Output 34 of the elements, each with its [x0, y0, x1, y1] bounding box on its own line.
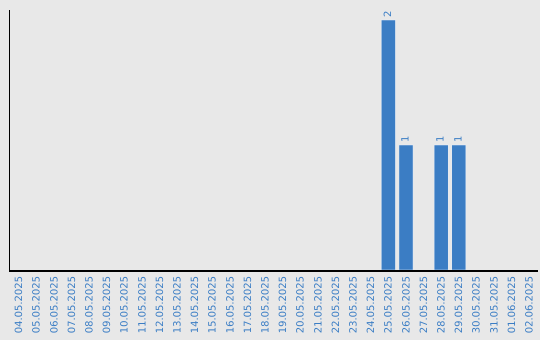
x-tick-label: 26.05.2025 — [401, 276, 412, 334]
x-tick-label: 27.05.2025 — [418, 276, 430, 334]
x-tick-label: 10.05.2025 — [120, 276, 131, 334]
x-tick-label: 04.05.2025 — [14, 276, 26, 334]
data-label: 1 — [400, 136, 412, 142]
x-tick-label: 24.05.2025 — [366, 276, 378, 334]
x-tick-label: 07.05.2025 — [66, 276, 78, 334]
x-tick-label: 01.06.2025 — [506, 276, 518, 334]
x-tick-label: 14.05.2025 — [190, 276, 202, 334]
data-label: 1 — [436, 136, 447, 142]
x-tick-label: 05.05.2025 — [32, 276, 43, 334]
x-tick-label: 11.05.2025 — [137, 276, 148, 334]
x-tick-label: 06.05.2025 — [49, 276, 60, 334]
x-tick-label: 21.05.2025 — [313, 276, 324, 334]
x-tick-label: 08.05.2025 — [84, 276, 96, 334]
x-tick-label: 30.05.2025 — [472, 276, 483, 334]
x-tick-label: 19.05.2025 — [278, 276, 290, 334]
x-tick-label: 02.06.2025 — [524, 276, 536, 334]
x-tick-label: 20.05.2025 — [296, 276, 307, 334]
x-tick-label: 25.05.2025 — [384, 276, 395, 334]
x-tick-label: 12.05.2025 — [154, 276, 166, 334]
x-tick-label: 15.05.2025 — [208, 276, 219, 334]
x-tick-label: 13.05.2025 — [172, 276, 184, 334]
x-tick-label: 23.05.2025 — [348, 276, 360, 334]
x-tick-label: 28.05.2025 — [436, 276, 448, 334]
x-tick-label: 16.05.2025 — [225, 276, 236, 334]
x-tick-label: 09.05.2025 — [102, 276, 114, 334]
x-tick-label: 22.05.2025 — [330, 276, 342, 334]
x-tick-label: 29.05.2025 — [454, 276, 466, 334]
data-label: 2 — [382, 10, 394, 17]
data-label: 1 — [453, 136, 464, 142]
x-tick-label: 31.05.2025 — [489, 276, 500, 334]
x-tick-label: 17.05.2025 — [242, 276, 254, 334]
x-tick-label: 18.05.2025 — [260, 276, 272, 334]
